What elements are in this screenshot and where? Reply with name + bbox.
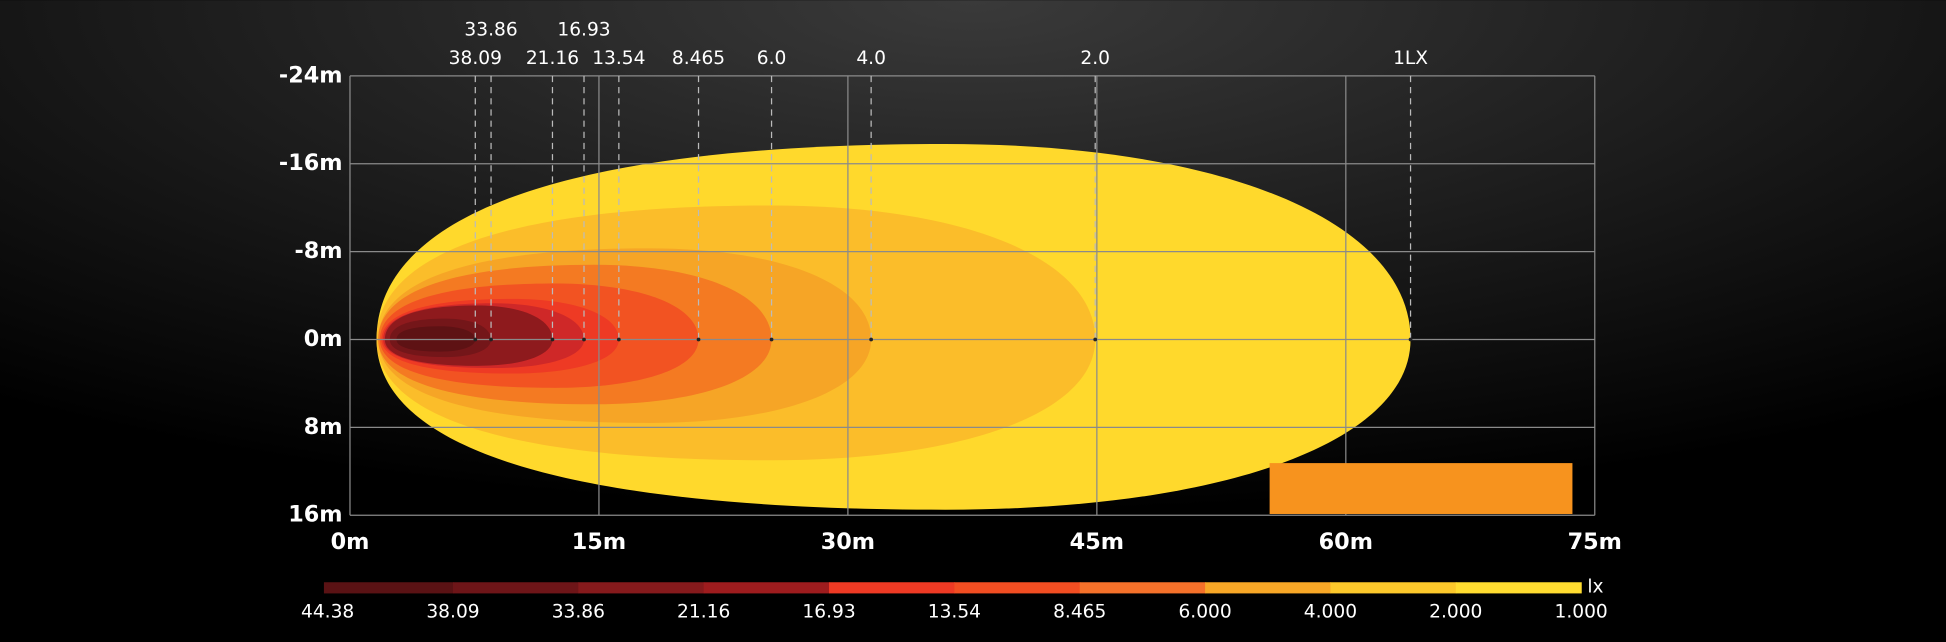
colorbar-segment [578,582,705,594]
colorbar-label: 1.000 [1554,602,1607,623]
x-tick-label: 30m [821,529,875,555]
badge-box [1269,463,1573,514]
contour-label: 6.0 [757,48,787,69]
contour-label: 8.465 [672,48,725,69]
x-tick-label: 75m [1568,529,1622,555]
reach-dot [869,337,873,342]
colorbar-unit: lx [1587,577,1603,598]
colorbar-segment [829,582,956,594]
reach-dot [473,337,478,342]
colorbar-label: 2.000 [1429,602,1482,623]
reach-dot [550,337,555,342]
contour-label: 13.54 [592,48,645,69]
colorbar-label: 4.000 [1304,602,1357,623]
reach-dot [769,337,774,342]
reach-dot [582,337,586,342]
colorbar-label: 6.000 [1178,602,1231,623]
colorbar-segment [1205,582,1332,594]
colorbar-label: 38.09 [426,602,479,623]
contour-label: 21.16 [526,48,579,69]
contour-label: 38.09 [449,48,502,69]
contour-label: 1LX [1393,48,1428,69]
colorbar-label: 16.93 [802,602,855,623]
colorbar-segment [1455,582,1582,594]
plot: 0m 15m 30m 45m 60m 75m -24m -16m -8m 0m 8m 16m 38.09… [279,19,1622,622]
contour-label: 4.0 [856,48,886,69]
x-tick-label: 60m [1319,529,1373,555]
y-tick-label: 16m [288,502,342,528]
colorbar-label: 44.38 [301,602,354,623]
y-tick-label: -24m [279,62,343,88]
colorbar-label: 8.465 [1053,602,1106,623]
colorbar-segment [954,582,1081,594]
colorbar-segment [1330,582,1457,594]
colorbar-label: 21.16 [677,602,730,623]
reach-dot [1093,337,1098,342]
reach-dot [1408,337,1413,342]
colorbar-segment [323,582,454,594]
reach-dot [616,337,621,342]
colorbar-segment [452,582,579,594]
x-tick-label: 15m [572,529,626,555]
colorbar-label: 33.86 [552,602,605,623]
colorbar-segment [703,582,830,594]
y-tick-label: 0m [304,326,343,352]
x-tick-label: 45m [1070,529,1124,555]
y-tick-label: -8m [294,238,342,264]
reach-dot [696,337,701,342]
colorbar-label: 13.54 [928,602,981,623]
reach-dot [489,337,493,342]
x-tick-label: 0m [331,529,370,555]
contours [376,143,1411,510]
colorbar-segment [1079,582,1206,594]
contour-label: 16.93 [557,19,610,40]
contour-label: 33.86 [464,19,517,40]
y-tick-label: 8m [304,414,343,440]
contour-label: 2.0 [1080,48,1110,69]
y-tick-label: -16m [279,150,343,176]
